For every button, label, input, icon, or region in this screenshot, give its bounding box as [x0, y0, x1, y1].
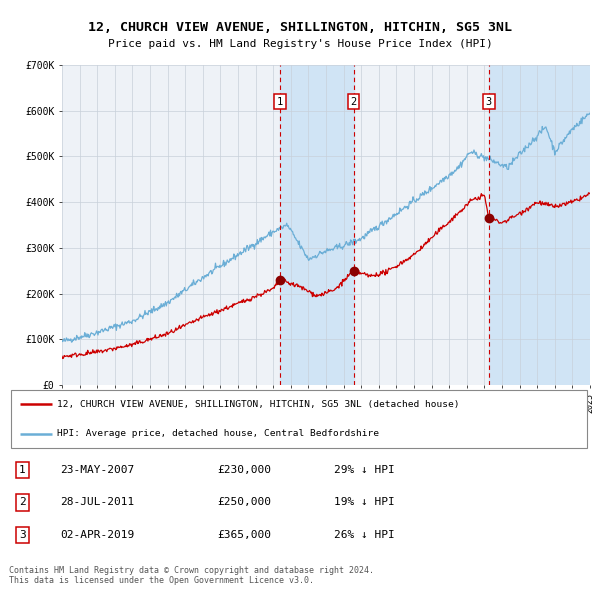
- Text: 2: 2: [19, 497, 26, 507]
- Text: 1: 1: [19, 465, 26, 475]
- Text: 3: 3: [19, 530, 26, 540]
- Text: 2: 2: [350, 97, 357, 107]
- Text: 12, CHURCH VIEW AVENUE, SHILLINGTON, HITCHIN, SG5 3NL: 12, CHURCH VIEW AVENUE, SHILLINGTON, HIT…: [88, 21, 512, 34]
- Bar: [280, 65, 353, 385]
- FancyBboxPatch shape: [11, 391, 587, 448]
- Text: Contains HM Land Registry data © Crown copyright and database right 2024.
This d: Contains HM Land Registry data © Crown c…: [9, 566, 374, 585]
- Text: 02-APR-2019: 02-APR-2019: [61, 530, 134, 540]
- Text: £230,000: £230,000: [218, 465, 272, 475]
- Text: HPI: Average price, detached house, Central Bedfordshire: HPI: Average price, detached house, Cent…: [58, 430, 379, 438]
- Text: 23-MAY-2007: 23-MAY-2007: [61, 465, 134, 475]
- Text: £250,000: £250,000: [218, 497, 272, 507]
- Text: Price paid vs. HM Land Registry's House Price Index (HPI): Price paid vs. HM Land Registry's House …: [107, 39, 493, 49]
- Text: £365,000: £365,000: [218, 530, 272, 540]
- Text: 3: 3: [485, 97, 492, 107]
- Text: 12, CHURCH VIEW AVENUE, SHILLINGTON, HITCHIN, SG5 3NL (detached house): 12, CHURCH VIEW AVENUE, SHILLINGTON, HIT…: [58, 399, 460, 409]
- Bar: [489, 65, 590, 385]
- Text: 19% ↓ HPI: 19% ↓ HPI: [334, 497, 395, 507]
- Text: 29% ↓ HPI: 29% ↓ HPI: [334, 465, 395, 475]
- Text: 28-JUL-2011: 28-JUL-2011: [61, 497, 134, 507]
- Text: 1: 1: [277, 97, 283, 107]
- Text: 26% ↓ HPI: 26% ↓ HPI: [334, 530, 395, 540]
